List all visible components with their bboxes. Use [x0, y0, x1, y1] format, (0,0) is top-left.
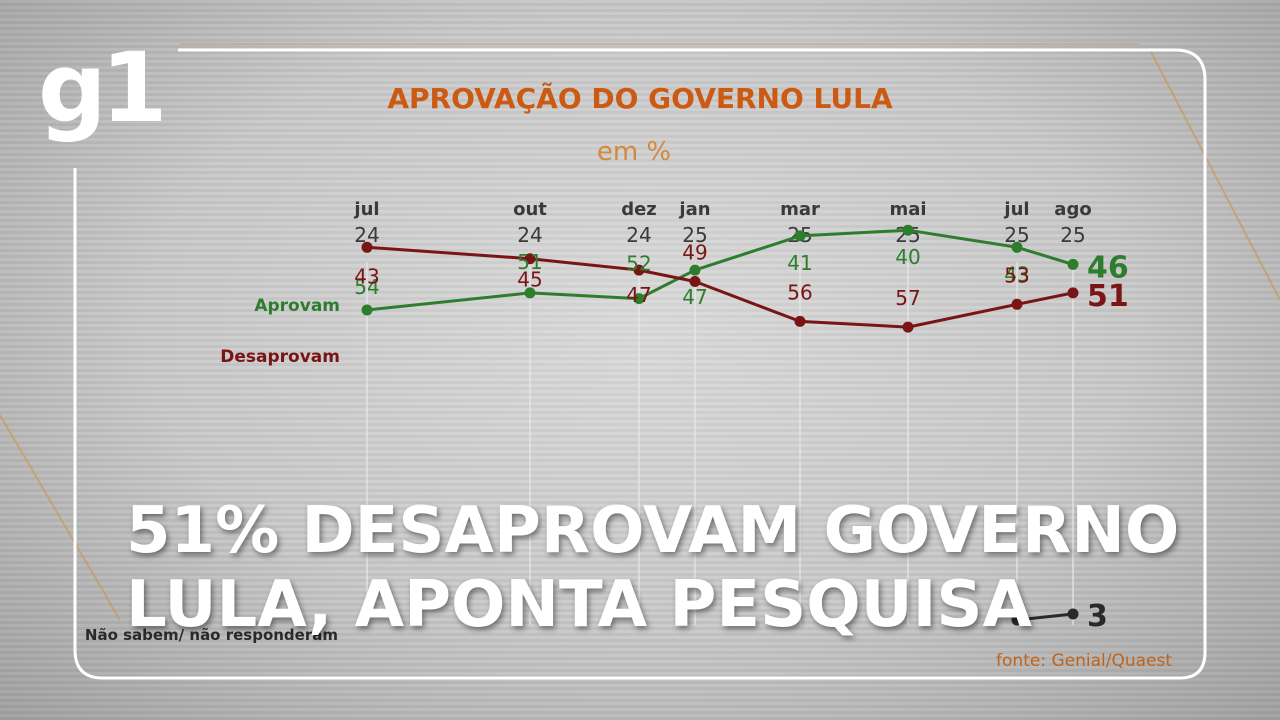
point-series-0-2 [633, 293, 645, 305]
legend-desaprovam: Desaprovam [220, 347, 340, 367]
point-series-1-0 [361, 241, 373, 253]
decor-line [1149, 49, 1280, 301]
point-series-1-7 [1067, 287, 1079, 299]
legend-aprovam: Aprovam [254, 296, 340, 316]
point-series-1-5 [902, 321, 914, 333]
data-label-series-1-0: 43 [354, 264, 379, 288]
x-tick-month-4: mar [780, 199, 820, 220]
x-tick-month-3: jan [678, 199, 710, 220]
line-series-2 [1016, 612, 1074, 622]
point-series-0-3 [689, 264, 701, 276]
point-series-1-1 [524, 253, 536, 265]
x-axis-tick-labels: jul24out24dez24jan25mar25mai25jul25ago25 [353, 199, 1091, 247]
chart-title: APROVAÇÃO DO GOVERNO LULA [387, 81, 893, 115]
data-label-series-1-6: 53 [1004, 263, 1029, 287]
x-tick-year-7: 25 [1060, 223, 1085, 247]
data-label-series-0-4: 41 [787, 251, 812, 275]
legend-nao-sabem: Não sabem/ não responderam [85, 626, 338, 644]
data-label-series-1-2: 47 [626, 283, 651, 307]
point-series-0-7 [1067, 258, 1079, 270]
x-tick-month-1: out [513, 199, 547, 220]
line-series-1 [366, 245, 1074, 329]
data-label-series-0-2: 52 [626, 252, 651, 276]
point-series-0-5 [902, 224, 914, 236]
chart-source: fonte: Genial/Quaest [996, 651, 1172, 671]
x-tick-month-0: jul [353, 199, 379, 220]
x-tick-month-6: jul [1003, 199, 1029, 220]
point-series-0-6 [1011, 241, 1023, 253]
headline: 51% DESAPROVAM GOVERNO LULA, APONTA PESQ… [126, 494, 1256, 642]
point-series-0-0 [361, 304, 373, 316]
headline-line-2: LULA, APONTA PESQUISA [126, 568, 1032, 642]
frame-border [73, 48, 1207, 680]
data-label-series-2-7: 3 [1087, 599, 1108, 634]
x-tick-year-1: 24 [517, 223, 542, 247]
x-tick-year-3: 25 [682, 223, 707, 247]
data-label-series-0-7: 46 [1087, 250, 1129, 285]
data-label-series-1-4: 56 [787, 280, 812, 304]
chart-subtitle: em % [597, 137, 671, 167]
point-series-0-4 [794, 230, 806, 242]
x-tick-month-5: mai [889, 199, 926, 220]
point-series-1-6 [1011, 298, 1023, 310]
data-label-series-0-6: 43 [1004, 262, 1029, 286]
headline-line-1: 51% DESAPROVAM GOVERNO [126, 494, 1180, 568]
data-label-series-1-7: 51 [1087, 279, 1129, 314]
series-lines [366, 228, 1074, 622]
point-series-2-6 [1011, 614, 1023, 626]
point-series-0-1 [524, 287, 536, 299]
x-tick-month-2: dez [621, 199, 657, 220]
data-label-series-0-1: 51 [517, 250, 542, 274]
series-points [361, 224, 1079, 626]
point-series-2-7 [1067, 608, 1079, 620]
point-series-1-4 [794, 315, 806, 327]
data-label-series-0-5: 40 [895, 245, 920, 269]
data-label-series-1-3: 49 [682, 241, 707, 265]
data-label-series-1-5: 57 [895, 286, 920, 310]
data-label-series-0-0: 54 [354, 275, 379, 299]
g1-logo: g1 [38, 32, 167, 144]
x-tick-year-2: 24 [626, 223, 651, 247]
data-label-series-0-3: 47 [682, 285, 707, 309]
data-label-series-2-6: 4 [1011, 592, 1022, 613]
point-series-1-2 [633, 264, 645, 276]
point-series-1-3 [689, 276, 701, 287]
x-tick-month-7: ago [1054, 199, 1091, 220]
line-series-0 [366, 228, 1074, 312]
decor-line [0, 414, 121, 621]
data-label-series-1-1: 45 [517, 268, 542, 292]
